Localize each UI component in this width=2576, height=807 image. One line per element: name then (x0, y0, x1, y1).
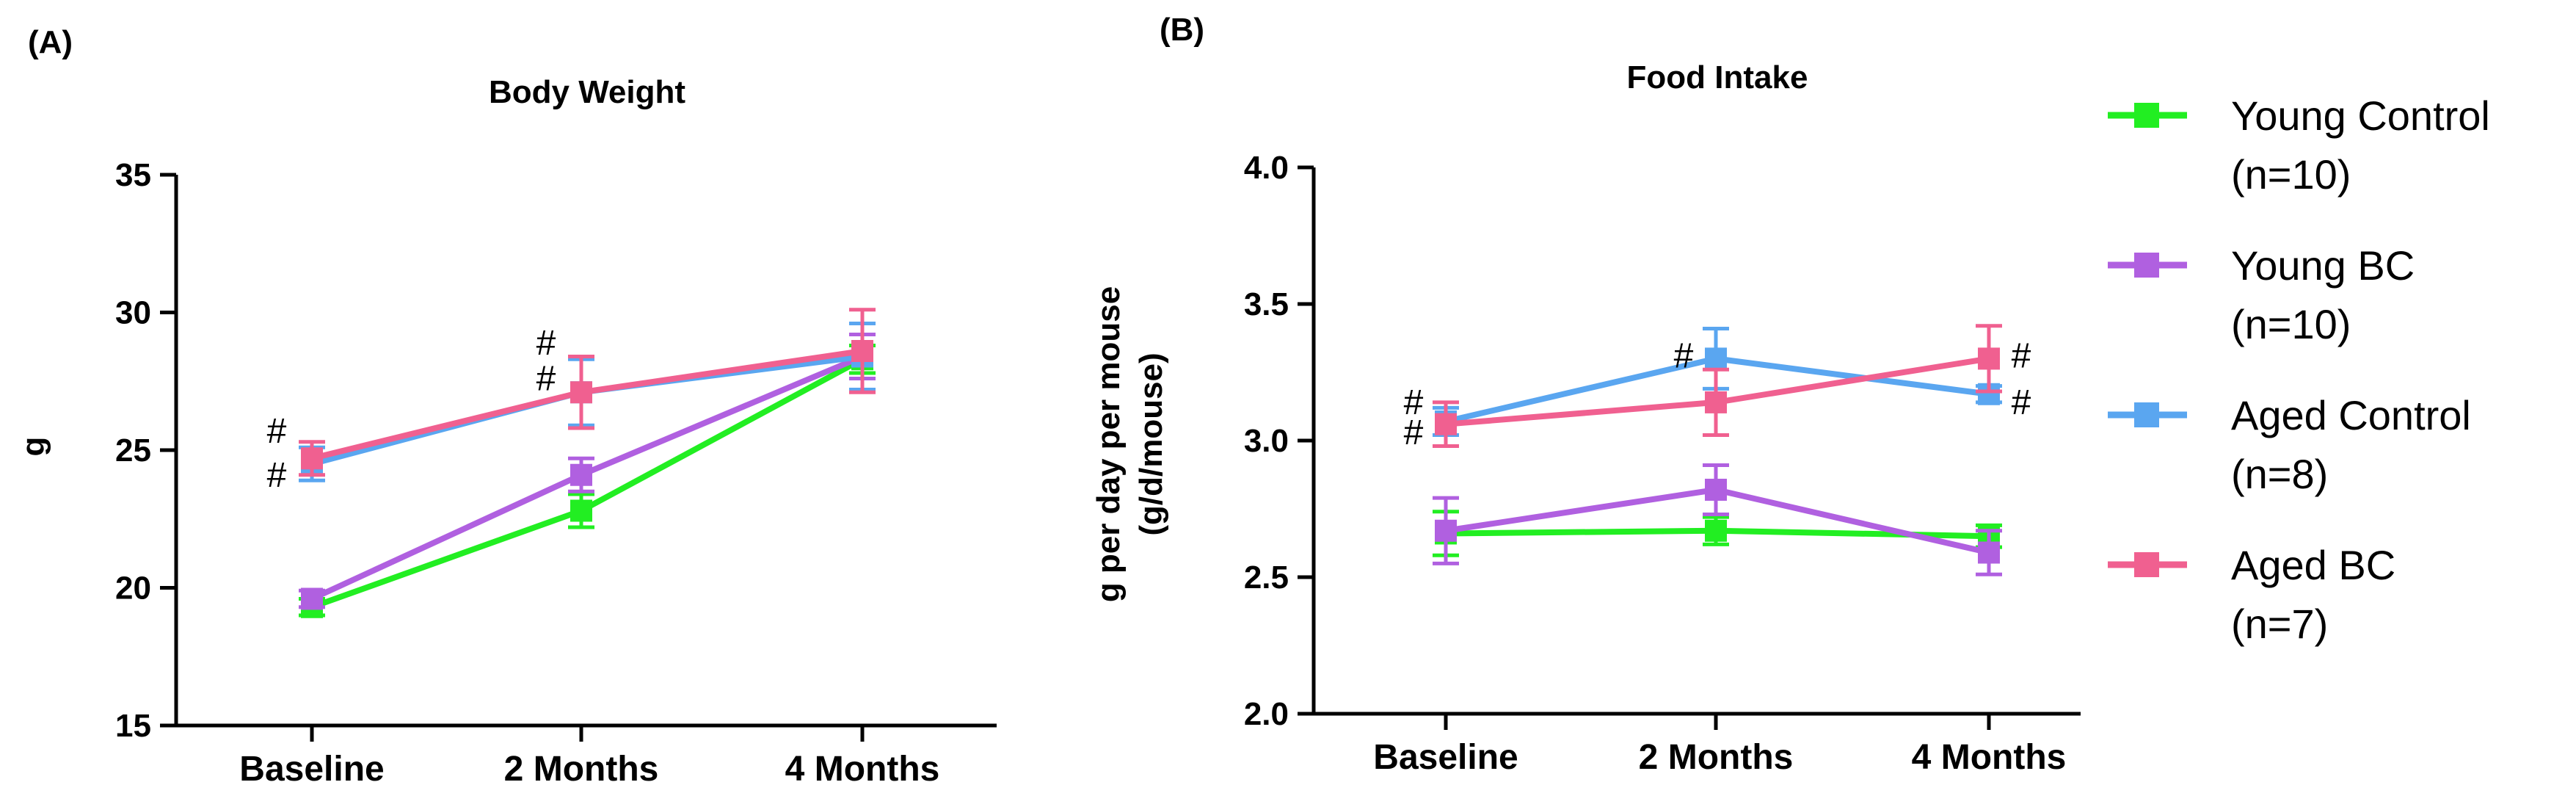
data-point-marker (1705, 391, 1727, 413)
y-tick-label: 20 (115, 571, 151, 607)
series-line (310, 353, 863, 467)
legend-label: Aged Control (2231, 392, 2471, 438)
panel-label-a: (A) (28, 24, 73, 60)
y-axis-label-b-line1: g per day per mouse (1091, 286, 1127, 602)
data-point-marker (1705, 478, 1727, 501)
legend-sample-size: (n=7) (2231, 601, 2328, 647)
legend-sample-size: (n=10) (2231, 301, 2351, 347)
data-point-marker (1435, 519, 1457, 542)
y-tick-label: 3.5 (1244, 286, 1289, 322)
data-point-marker (1978, 541, 2000, 564)
y-tick-label: 35 (115, 157, 151, 193)
y-tick-label: 2.0 (1244, 696, 1289, 732)
x-tick-label: Baseline (239, 750, 384, 789)
y-tick-label: 4.0 (1244, 150, 1289, 186)
legend-swatch-marker (2134, 103, 2159, 128)
legend-sample-size: (n=10) (2231, 151, 2351, 198)
y-tick-label: 3.0 (1244, 423, 1289, 459)
legend-sample-size: (n=8) (2231, 451, 2328, 497)
significance-marker: # (2012, 383, 2031, 422)
data-point-marker (1705, 519, 1727, 542)
significance-marker: # (267, 412, 287, 451)
data-point-marker (1435, 413, 1457, 435)
legend-label: Young Control (2231, 93, 2490, 139)
significance-marker: # (1404, 383, 1424, 422)
legend: Young Control (n=10) Young BC (n=10) Aged Co… (2108, 93, 2490, 647)
y-ticks-a: 15 20 25 30 35 (115, 157, 176, 744)
annotations-a: #### (267, 324, 556, 495)
x-tick-label: 2 Months (504, 750, 659, 789)
y-tick-label: 25 (115, 433, 151, 468)
series-young-bc (299, 333, 876, 610)
data-point-marker (301, 587, 323, 610)
x-tick-label: 4 Months (1912, 738, 2067, 777)
legend-item-aged-bc: Aged BC (n=7) (2108, 542, 2395, 647)
x-tick-label: 4 Months (785, 750, 940, 789)
legend-item-aged-control: Aged Control (n=8) (2108, 392, 2471, 497)
series-aged-bc (1433, 324, 2002, 448)
y-tick-label: 30 (115, 295, 151, 331)
legend-swatch-marker (2134, 402, 2159, 427)
significance-marker: # (1404, 413, 1424, 452)
chart-title-a: Body Weight (489, 74, 685, 110)
legend-swatch-marker (2134, 253, 2159, 278)
annotations-b: ### ## (1404, 337, 2031, 452)
series-group-a (299, 308, 876, 618)
legend-item-young-bc: Young BC (n=10) (2108, 242, 2415, 347)
x-tick-label: 2 Months (1639, 738, 1794, 777)
significance-marker: # (267, 456, 287, 495)
data-point-marker (570, 463, 592, 486)
legend-swatch-marker (2134, 552, 2159, 577)
panel-label-b: (B) (1160, 12, 1204, 48)
data-point-marker (570, 381, 592, 404)
data-point-marker (1705, 347, 1727, 370)
panel-b-food-intake: (B) Food Intake g per day per mouse (g/d… (1091, 12, 2081, 777)
x-ticks-a: Baseline 2 Months 4 Months (239, 725, 939, 789)
y-ticks-b: 2.0 2.5 3.0 3.5 4.0 (1244, 150, 1314, 732)
legend-item-young-control: Young Control (n=10) (2108, 93, 2490, 198)
x-ticks-b: Baseline 2 Months 4 Months (1373, 714, 2066, 777)
data-point-marker (301, 447, 323, 470)
legend-label: Young BC (2231, 242, 2415, 289)
y-axis-label-b: g per day per mouse (g/d/mouse) (1091, 286, 1169, 602)
y-axis-label-a: g (15, 437, 51, 457)
chart-title-b: Food Intake (1627, 59, 1808, 95)
x-tick-label: Baseline (1373, 738, 1518, 777)
y-axis-label-b-line2: (g/d/mouse) (1133, 352, 1169, 535)
data-point-marker (570, 499, 592, 522)
y-tick-label: 15 (115, 708, 151, 744)
significance-marker: # (1674, 337, 1694, 376)
significance-marker: # (536, 360, 556, 399)
legend-label: Aged BC (2231, 542, 2395, 588)
data-point-marker (1978, 347, 2000, 370)
panel-a-body-weight: (A) Body Weight g 15 20 25 30 35 Baseline 2 M… (15, 24, 997, 789)
significance-marker: # (2012, 337, 2031, 376)
series-aged-bc (299, 308, 876, 477)
series-young-bc (1433, 463, 2002, 576)
data-point-marker (851, 340, 873, 362)
y-tick-label: 2.5 (1244, 560, 1289, 596)
significance-marker: # (536, 324, 556, 363)
series-group-b (1433, 324, 2002, 576)
